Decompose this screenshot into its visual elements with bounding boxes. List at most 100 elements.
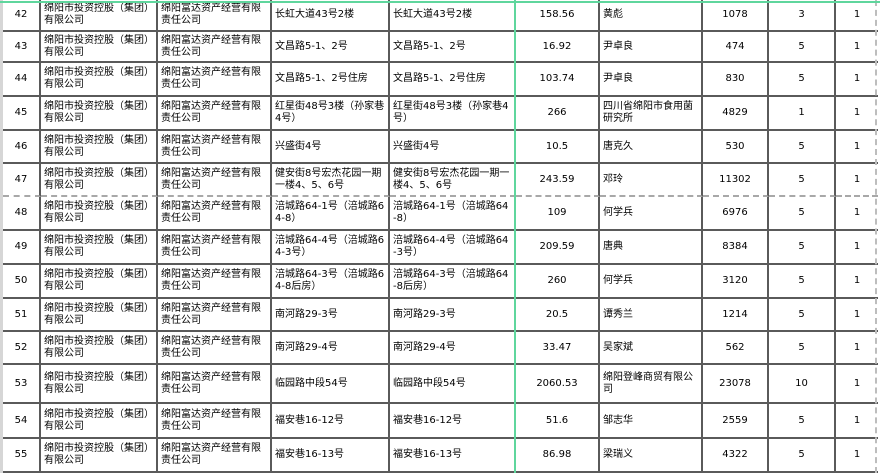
cell-address[interactable]: 健安街8号宏杰花园一期一楼4、5、6号 bbox=[272, 164, 390, 197]
cell-ref-number[interactable]: 474 bbox=[703, 32, 769, 63]
cell-address[interactable]: 长虹大道43号2楼 bbox=[272, 0, 390, 32]
cell-address-alt[interactable]: 南河路29-4号 bbox=[390, 332, 516, 365]
cell-owner-company[interactable]: 绵阳市投资控股（集团）有限公司 bbox=[41, 0, 158, 32]
cell-tenant-name[interactable]: 尹卓良 bbox=[600, 63, 703, 97]
cell-area-value[interactable]: 109 bbox=[516, 197, 600, 231]
cell-area-value[interactable]: 209.59 bbox=[516, 231, 600, 265]
cell-area-value[interactable]: 243.59 bbox=[516, 164, 600, 197]
cell-operator-company[interactable]: 绵阳富达资产经营有限责任公司 bbox=[158, 97, 272, 131]
cell-address[interactable]: 文昌路5-1、2号 bbox=[272, 32, 390, 63]
cell-count[interactable]: 5 bbox=[769, 332, 836, 365]
cell-address-alt[interactable]: 红星街48号3楼（孙家巷4号） bbox=[390, 97, 516, 131]
cell-operator-company[interactable]: 绵阳富达资产经营有限责任公司 bbox=[158, 231, 272, 265]
cell-owner-company[interactable]: 绵阳市投资控股（集团）有限公司 bbox=[41, 439, 158, 473]
cell-tenant-name[interactable]: 黄彪 bbox=[600, 0, 703, 32]
cell-owner-company[interactable]: 绵阳市投资控股（集团）有限公司 bbox=[41, 404, 158, 439]
cell-area-value[interactable]: 103.74 bbox=[516, 63, 600, 97]
cell-area-value[interactable]: 10.5 bbox=[516, 131, 600, 164]
cell-address[interactable]: 红星街48号3楼（孙家巷4号） bbox=[272, 97, 390, 131]
cell-owner-company[interactable]: 绵阳市投资控股（集团）有限公司 bbox=[41, 332, 158, 365]
cell-flag[interactable]: 1 bbox=[836, 404, 878, 439]
cell-row-number[interactable]: 47 bbox=[3, 164, 41, 197]
cell-tenant-name[interactable]: 何学兵 bbox=[600, 197, 703, 231]
cell-area-value[interactable]: 51.6 bbox=[516, 404, 600, 439]
cell-owner-company[interactable]: 绵阳市投资控股（集团）有限公司 bbox=[41, 365, 158, 404]
cell-owner-company[interactable]: 绵阳市投资控股（集团）有限公司 bbox=[41, 32, 158, 63]
cell-flag[interactable]: 1 bbox=[836, 164, 878, 197]
cell-address-alt[interactable]: 涪城路64-1号（涪城路64-8） bbox=[390, 197, 516, 231]
cell-ref-number[interactable]: 2559 bbox=[703, 404, 769, 439]
cell-operator-company[interactable]: 绵阳富达资产经营有限责任公司 bbox=[158, 197, 272, 231]
cell-flag[interactable]: 1 bbox=[836, 63, 878, 97]
cell-operator-company[interactable]: 绵阳富达资产经营有限责任公司 bbox=[158, 32, 272, 63]
cell-row-number[interactable]: 48 bbox=[3, 197, 41, 231]
cell-flag[interactable]: 1 bbox=[836, 231, 878, 265]
cell-row-number[interactable]: 51 bbox=[3, 299, 41, 332]
cell-count[interactable]: 5 bbox=[769, 265, 836, 299]
cell-owner-company[interactable]: 绵阳市投资控股（集团）有限公司 bbox=[41, 131, 158, 164]
cell-ref-number[interactable]: 3120 bbox=[703, 265, 769, 299]
cell-owner-company[interactable]: 绵阳市投资控股（集团）有限公司 bbox=[41, 63, 158, 97]
cell-count[interactable]: 5 bbox=[769, 164, 836, 197]
cell-tenant-name[interactable]: 谭秀兰 bbox=[600, 299, 703, 332]
cell-address[interactable]: 临园路中段54号 bbox=[272, 365, 390, 404]
cell-tenant-name[interactable]: 何学兵 bbox=[600, 265, 703, 299]
cell-row-number[interactable]: 55 bbox=[3, 439, 41, 473]
cell-ref-number[interactable]: 4829 bbox=[703, 97, 769, 131]
cell-flag[interactable]: 1 bbox=[836, 32, 878, 63]
cell-operator-company[interactable]: 绵阳富达资产经营有限责任公司 bbox=[158, 439, 272, 473]
cell-ref-number[interactable]: 4322 bbox=[703, 439, 769, 473]
cell-row-number[interactable]: 43 bbox=[3, 32, 41, 63]
cell-operator-company[interactable]: 绵阳富达资产经营有限责任公司 bbox=[158, 63, 272, 97]
cell-address[interactable]: 福安巷16-13号 bbox=[272, 439, 390, 473]
cell-ref-number[interactable]: 23078 bbox=[703, 365, 769, 404]
cell-owner-company[interactable]: 绵阳市投资控股（集团）有限公司 bbox=[41, 164, 158, 197]
cell-area-value[interactable]: 86.98 bbox=[516, 439, 600, 473]
cell-area-value[interactable]: 266 bbox=[516, 97, 600, 131]
cell-ref-number[interactable]: 562 bbox=[703, 332, 769, 365]
cell-owner-company[interactable]: 绵阳市投资控股（集团）有限公司 bbox=[41, 97, 158, 131]
cell-ref-number[interactable]: 1214 bbox=[703, 299, 769, 332]
cell-address-alt[interactable]: 福安巷16-12号 bbox=[390, 404, 516, 439]
cell-ref-number[interactable]: 530 bbox=[703, 131, 769, 164]
cell-row-number[interactable]: 53 bbox=[3, 365, 41, 404]
cell-address-alt[interactable]: 文昌路5-1、2号住房 bbox=[390, 63, 516, 97]
cell-address-alt[interactable]: 文昌路5-1、2号 bbox=[390, 32, 516, 63]
cell-flag[interactable]: 1 bbox=[836, 131, 878, 164]
cell-count[interactable]: 5 bbox=[769, 439, 836, 473]
cell-address-alt[interactable]: 福安巷16-13号 bbox=[390, 439, 516, 473]
cell-count[interactable]: 1 bbox=[769, 97, 836, 131]
cell-address[interactable]: 涪城路64-3号（涪城路64-8后房） bbox=[272, 265, 390, 299]
cell-address-alt[interactable]: 兴盛街4号 bbox=[390, 131, 516, 164]
cell-row-number[interactable]: 42 bbox=[3, 0, 41, 32]
cell-address[interactable]: 南河路29-3号 bbox=[272, 299, 390, 332]
cell-operator-company[interactable]: 绵阳富达资产经营有限责任公司 bbox=[158, 265, 272, 299]
cell-count[interactable]: 3 bbox=[769, 0, 836, 32]
cell-address[interactable]: 文昌路5-1、2号住房 bbox=[272, 63, 390, 97]
cell-tenant-name[interactable]: 梁瑞义 bbox=[600, 439, 703, 473]
cell-owner-company[interactable]: 绵阳市投资控股（集团）有限公司 bbox=[41, 299, 158, 332]
cell-tenant-name[interactable]: 邓玲 bbox=[600, 164, 703, 197]
cell-tenant-name[interactable]: 尹卓良 bbox=[600, 32, 703, 63]
cell-flag[interactable]: 1 bbox=[836, 365, 878, 404]
cell-count[interactable]: 10 bbox=[769, 365, 836, 404]
cell-row-number[interactable]: 52 bbox=[3, 332, 41, 365]
cell-ref-number[interactable]: 11302 bbox=[703, 164, 769, 197]
cell-operator-company[interactable]: 绵阳富达资产经营有限责任公司 bbox=[158, 299, 272, 332]
cell-address[interactable]: 涪城路64-1号（涪城路64-8） bbox=[272, 197, 390, 231]
cell-count[interactable]: 5 bbox=[769, 231, 836, 265]
cell-count[interactable]: 5 bbox=[769, 299, 836, 332]
cell-tenant-name[interactable]: 四川省绵阳市食用菌研究所 bbox=[600, 97, 703, 131]
cell-tenant-name[interactable]: 唐克久 bbox=[600, 131, 703, 164]
cell-operator-company[interactable]: 绵阳富达资产经营有限责任公司 bbox=[158, 164, 272, 197]
cell-flag[interactable]: 1 bbox=[836, 265, 878, 299]
cell-owner-company[interactable]: 绵阳市投资控股（集团）有限公司 bbox=[41, 197, 158, 231]
cell-address-alt[interactable]: 涪城路64-4号（涪城路64-3号） bbox=[390, 231, 516, 265]
cell-area-value[interactable]: 20.5 bbox=[516, 299, 600, 332]
cell-owner-company[interactable]: 绵阳市投资控股（集团）有限公司 bbox=[41, 231, 158, 265]
cell-operator-company[interactable]: 绵阳富达资产经营有限责任公司 bbox=[158, 365, 272, 404]
cell-operator-company[interactable]: 绵阳富达资产经营有限责任公司 bbox=[158, 131, 272, 164]
cell-operator-company[interactable]: 绵阳富达资产经营有限责任公司 bbox=[158, 0, 272, 32]
cell-address[interactable]: 兴盛街4号 bbox=[272, 131, 390, 164]
cell-flag[interactable]: 1 bbox=[836, 299, 878, 332]
